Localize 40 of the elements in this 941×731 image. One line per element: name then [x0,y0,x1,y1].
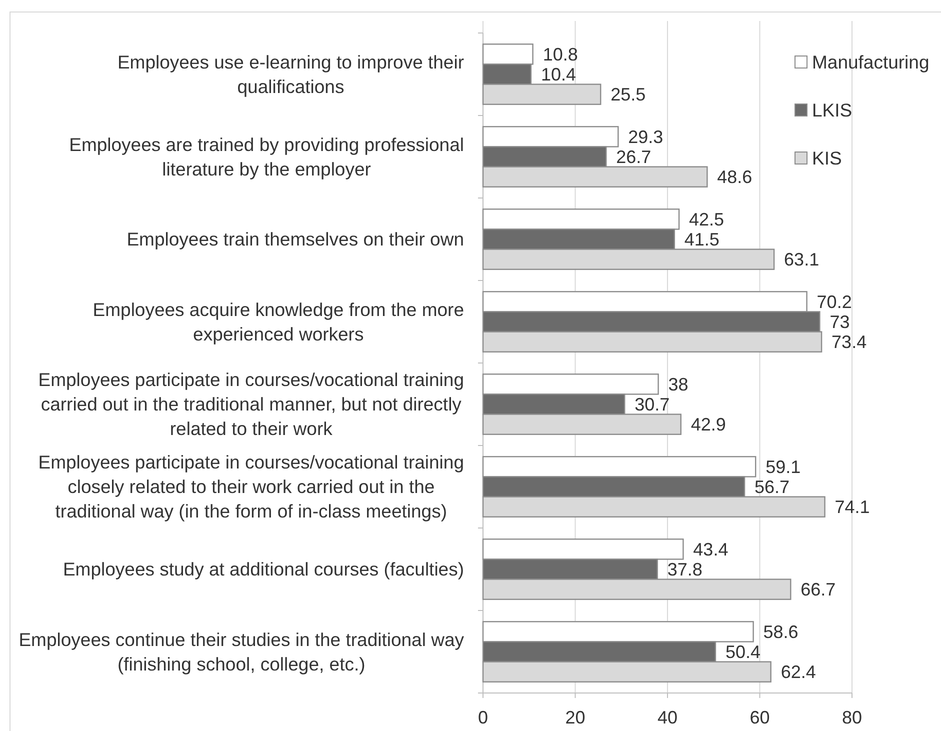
y-tick-label: Employees study at additional courses (faculties) [62,558,464,580]
legend-label: KIS [812,147,842,168]
data-label: 58.6 [763,622,798,642]
data-label: 41.5 [684,230,720,250]
data-label: 30.7 [634,394,670,415]
data-label: 73 [830,312,850,332]
x-tick-label: 0 [478,707,488,728]
data-label: 66.7 [800,580,836,600]
y-tick-label: Employees use e-learning to improve their qualifications [117,51,464,97]
x-tick-label: 40 [657,707,678,728]
y-tick-label: Employees train themselves on their own [126,228,464,250]
data-label: 62.4 [780,662,816,682]
data-label: 38 [668,374,688,394]
y-tick-label: Employees participate in courses/vocational training carried out in the traditional manner, but not directly related to their work [38,369,464,440]
x-tick-label: 60 [750,707,770,728]
data-label: 48.6 [717,167,752,188]
data-label: 43.4 [693,539,728,560]
data-label: 63.1 [784,250,820,270]
legend-label: LKIS [812,99,852,120]
data-label: 29.3 [628,126,664,147]
y-tick-label: Employees participate in courses/vocational training closely related to their work carried out in the traditional way (in the form of in-class meetings) [38,452,464,522]
data-label: 73.4 [832,332,867,352]
data-label: 56.7 [754,477,790,498]
data-label: 10.8 [542,44,578,64]
x-tick-label: 80 [842,707,862,728]
data-label: 37.8 [667,560,702,580]
data-label: 25.5 [610,84,646,105]
data-label: 10.4 [540,64,576,85]
data-label: 59.1 [766,456,801,477]
data-label: 50.4 [725,642,761,662]
x-tick-label: 20 [565,707,586,728]
data-label: 42.9 [690,414,726,435]
data-label: 70.2 [816,292,852,312]
y-tick-label: Employees continue their studies in the traditional way (finishing school, college, etc.) [18,628,465,674]
legend-label: Manufacturing [812,51,930,72]
data-label: 26.7 [616,147,652,168]
y-tick-label: Employees acquire knowledge from the more experienced workers [92,298,464,344]
data-label: 74.1 [834,497,870,518]
data-label: 42.5 [689,209,724,230]
y-tick-label: Employees are trained by providing professional literature by the employer [69,134,464,180]
